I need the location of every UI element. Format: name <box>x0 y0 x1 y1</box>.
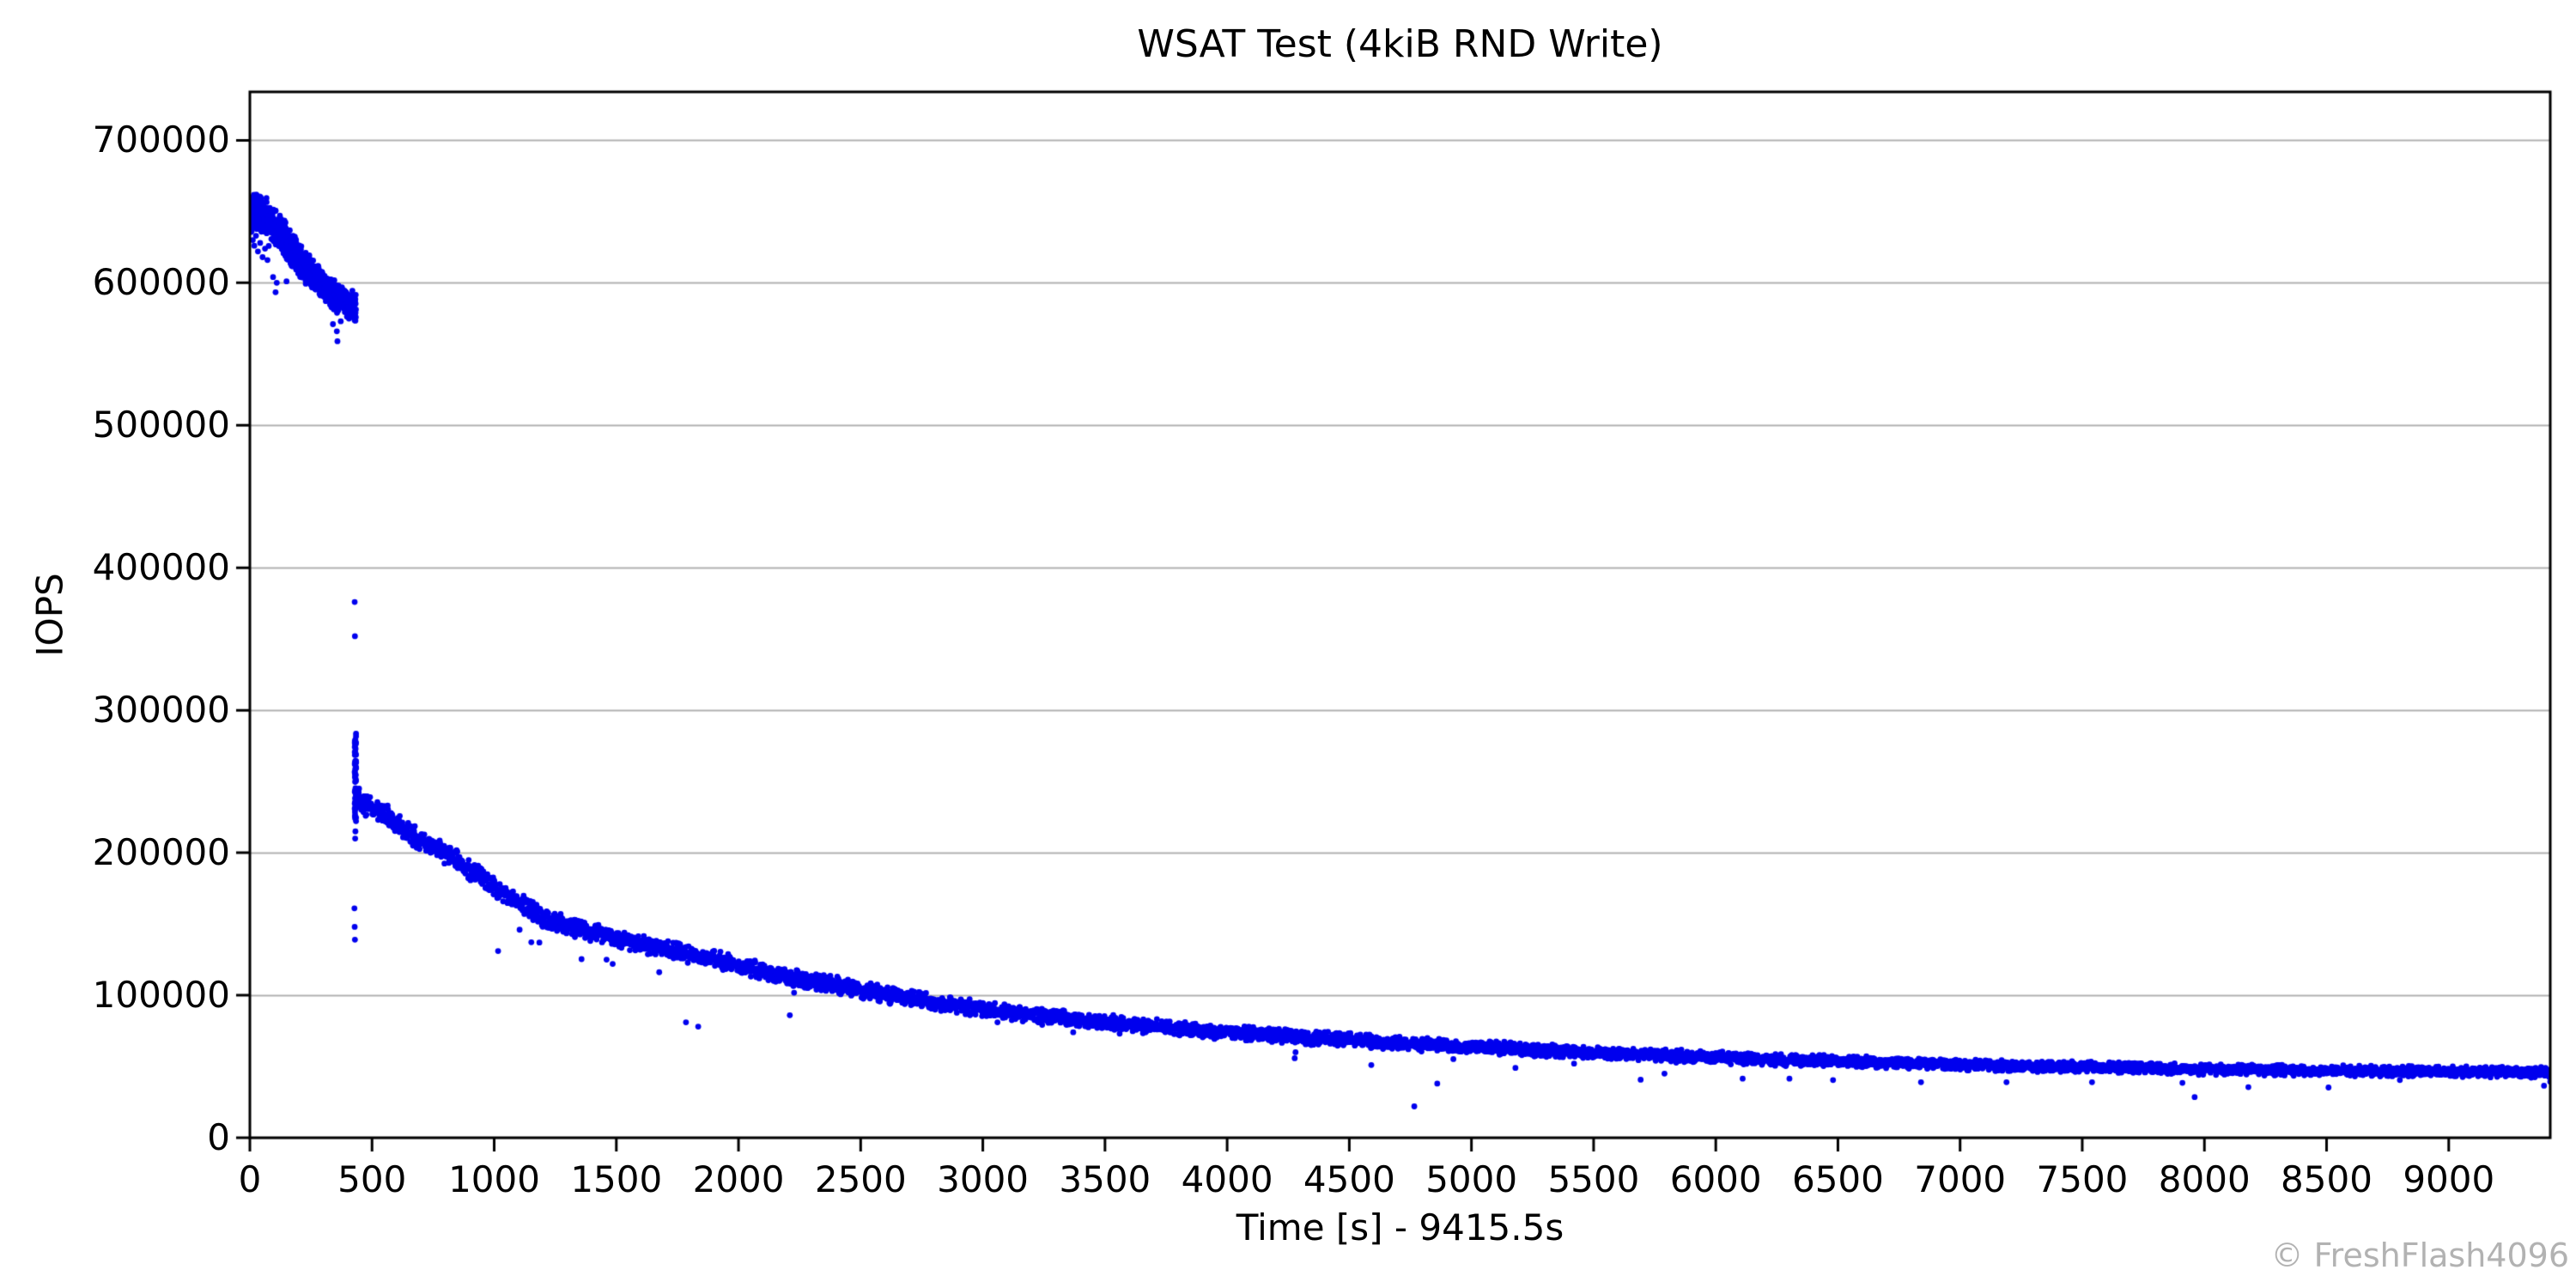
x-tick-label: 1000 <box>448 1158 540 1200</box>
chart-title: WSAT Test (4kiB RND Write) <box>1137 22 1663 66</box>
y-tick-label: 400000 <box>92 546 230 589</box>
x-tick-label: 5000 <box>1425 1158 1518 1200</box>
y-tick-label: 500000 <box>92 404 230 447</box>
x-tick-label: 3500 <box>1059 1158 1151 1200</box>
x-tick-label: 7500 <box>2036 1158 2129 1200</box>
x-tick-label: 500 <box>337 1158 407 1200</box>
x-tick-label: 9000 <box>2403 1158 2495 1200</box>
x-tick-label: 6500 <box>1791 1158 1884 1200</box>
x-tick-label: 2500 <box>814 1158 907 1200</box>
x-tick-label: 6000 <box>1669 1158 1762 1200</box>
y-tick-label: 100000 <box>92 974 230 1017</box>
x-axis-label: Time [s] - 9415.5s <box>1236 1206 1564 1249</box>
watermark: © FreshFlash4096 <box>2270 1236 2569 1274</box>
x-tick-label: 4500 <box>1303 1158 1395 1200</box>
x-tick-label: 2000 <box>692 1158 785 1200</box>
x-tick-label: 5500 <box>1547 1158 1640 1200</box>
y-tick-label: 300000 <box>92 689 230 732</box>
x-tick-label: 7000 <box>1914 1158 2007 1200</box>
x-tick-label: 3000 <box>937 1158 1030 1200</box>
x-tick-label: 1500 <box>570 1158 663 1200</box>
x-tick-label: 8500 <box>2281 1158 2372 1200</box>
x-tick-label: 0 <box>238 1158 262 1200</box>
y-tick-label: 700000 <box>92 118 230 161</box>
x-tick-label: 4000 <box>1181 1158 1273 1200</box>
x-tick-label: 8000 <box>2158 1158 2251 1200</box>
y-tick-label: 600000 <box>92 261 230 304</box>
y-tick-label: 0 <box>207 1116 230 1158</box>
y-tick-label: 200000 <box>92 831 230 874</box>
